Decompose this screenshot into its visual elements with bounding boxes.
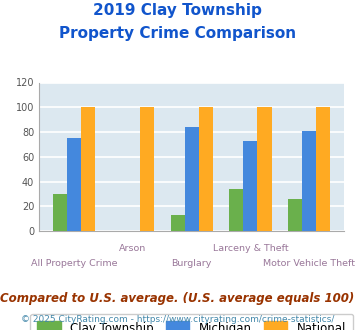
Text: © 2025 CityRating.com - https://www.cityrating.com/crime-statistics/: © 2025 CityRating.com - https://www.city… [21,315,334,324]
Text: Motor Vehicle Theft: Motor Vehicle Theft [263,259,355,268]
Bar [302,131,316,231]
Bar [316,107,330,231]
Bar [257,107,272,231]
Text: 2019 Clay Township: 2019 Clay Township [93,3,262,18]
Bar [170,215,185,231]
Bar [185,127,199,231]
Bar [229,189,244,231]
Text: Property Crime Comparison: Property Crime Comparison [59,26,296,41]
Bar [288,199,302,231]
Bar [199,107,213,231]
Legend: Clay Township, Michigan, National: Clay Township, Michigan, National [30,314,353,330]
Bar [244,141,257,231]
Text: Larceny & Theft: Larceny & Theft [213,244,288,253]
Bar [81,107,95,231]
Bar [67,138,81,231]
Text: Burglary: Burglary [171,259,212,268]
Text: Arson: Arson [119,244,147,253]
Bar [53,194,67,231]
Text: All Property Crime: All Property Crime [31,259,118,268]
Bar [140,107,154,231]
Text: Compared to U.S. average. (U.S. average equals 100): Compared to U.S. average. (U.S. average … [0,292,355,305]
